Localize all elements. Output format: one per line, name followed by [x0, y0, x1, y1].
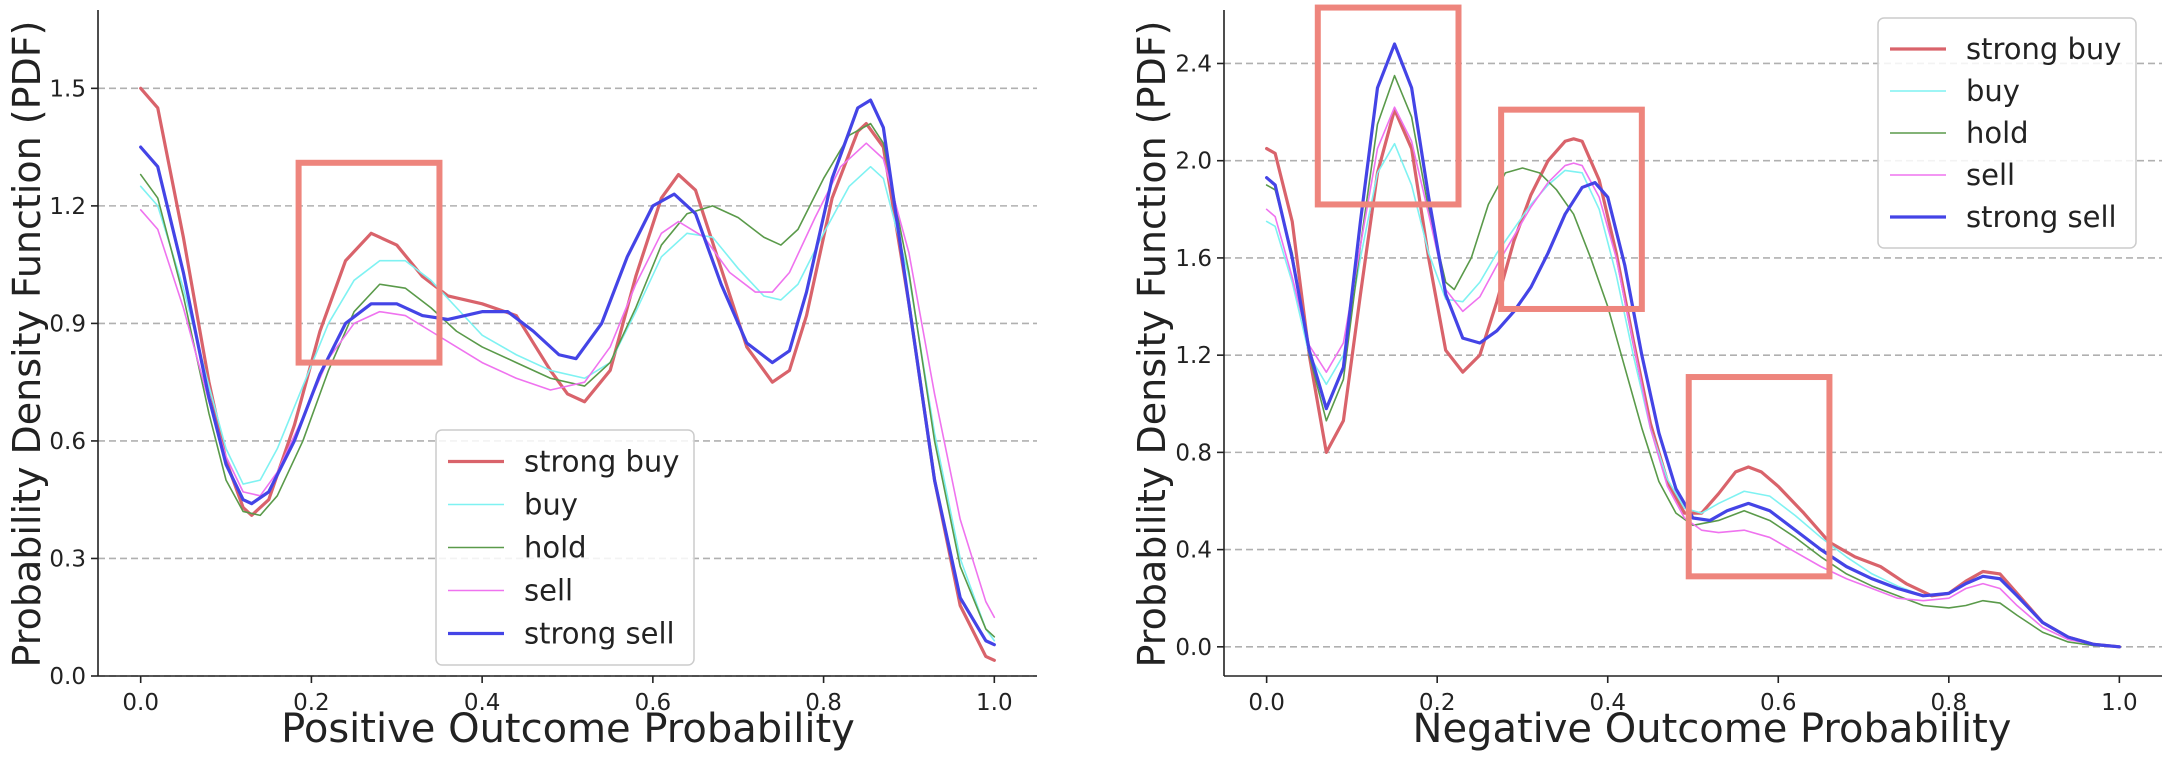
x-tick-label: 0.8: [805, 690, 842, 716]
series-line-buy: [139, 165, 996, 642]
series-line-strong-buy: [139, 86, 996, 662]
y-tick-label: 1.5: [49, 76, 86, 102]
legend: strong buy buy hold sell strong sell: [1877, 17, 2137, 249]
x-tick-label: 0.2: [293, 690, 330, 716]
legend-label-strong-sell: strong sell: [524, 617, 675, 651]
series-line-sell: [1265, 106, 2121, 648]
x-tick-label: 1.0: [2101, 690, 2138, 716]
highlight-box-2: [1685, 374, 1833, 580]
y-tick-label: 0.0: [49, 664, 86, 690]
x-tick-label: 0.0: [1248, 690, 1285, 716]
y-tick-label: 1.6: [1175, 246, 1212, 272]
y-tick-label: 1.2: [49, 194, 86, 220]
x-tick-label: 1.0: [976, 690, 1013, 716]
x-tick-label: 0.0: [122, 690, 159, 716]
y-tick-label: 2.0: [1175, 149, 1212, 175]
y-tick-label: 0.6: [49, 429, 86, 455]
highlight-box-0: [1314, 4, 1462, 208]
x-tick-label: 0.8: [1931, 690, 1968, 716]
legend-label-buy: buy: [1966, 74, 2020, 108]
right-panel: Probability Density Function (PDF) Negat…: [1130, 4, 2162, 752]
highlight-box-0: [295, 159, 443, 366]
y-tick-label: 0.8: [1175, 440, 1212, 466]
series-line-sell: [139, 142, 996, 619]
series-line-strong-sell: [139, 98, 996, 647]
y-tick-label: 0.0: [1175, 635, 1212, 661]
x-tick-label: 0.6: [1760, 690, 1797, 716]
x-tick-label: 0.4: [464, 690, 501, 716]
legend-box: [435, 429, 695, 666]
series-line-hold: [139, 122, 996, 638]
y-tick-label: 1.2: [1175, 343, 1212, 369]
legend-label-hold: hold: [524, 531, 587, 565]
x-tick-label: 0.2: [1419, 690, 1456, 716]
legend-label-hold: hold: [1966, 116, 2029, 150]
y-tick-label: 0.3: [49, 546, 86, 572]
highlight-box-1: [1498, 106, 1645, 312]
left-y-axis-label: Probability Density Function (PDF): [5, 21, 49, 668]
y-tick-label: 2.4: [1175, 51, 1212, 77]
left-x-axis-label: Positive Outcome Probability: [281, 706, 855, 752]
y-tick-label: 0.9: [49, 311, 86, 337]
legend: strong buy buy hold sell strong sell: [435, 429, 695, 666]
x-tick-label: 0.6: [635, 690, 672, 716]
left-panel: Probability Density Function (PDF) Posit…: [5, 10, 1037, 752]
y-tick-label: 0.4: [1175, 538, 1212, 564]
legend-box: [1877, 17, 2137, 249]
legend-label-strong-buy: strong buy: [524, 445, 679, 479]
series-line-hold: [1265, 74, 2121, 648]
legend-label-sell: sell: [524, 574, 573, 608]
series-group: [139, 86, 996, 662]
legend-label-strong-sell: strong sell: [1966, 200, 2117, 234]
x-tick-label: 0.4: [1589, 690, 1626, 716]
right-y-axis-label: Probability Density Function (PDF): [1130, 21, 1174, 668]
legend-label-strong-buy: strong buy: [1966, 32, 2121, 66]
legend-label-sell: sell: [1966, 158, 2015, 192]
legend-label-buy: buy: [524, 488, 578, 522]
right-x-axis-label: Negative Outcome Probability: [1413, 706, 2012, 752]
